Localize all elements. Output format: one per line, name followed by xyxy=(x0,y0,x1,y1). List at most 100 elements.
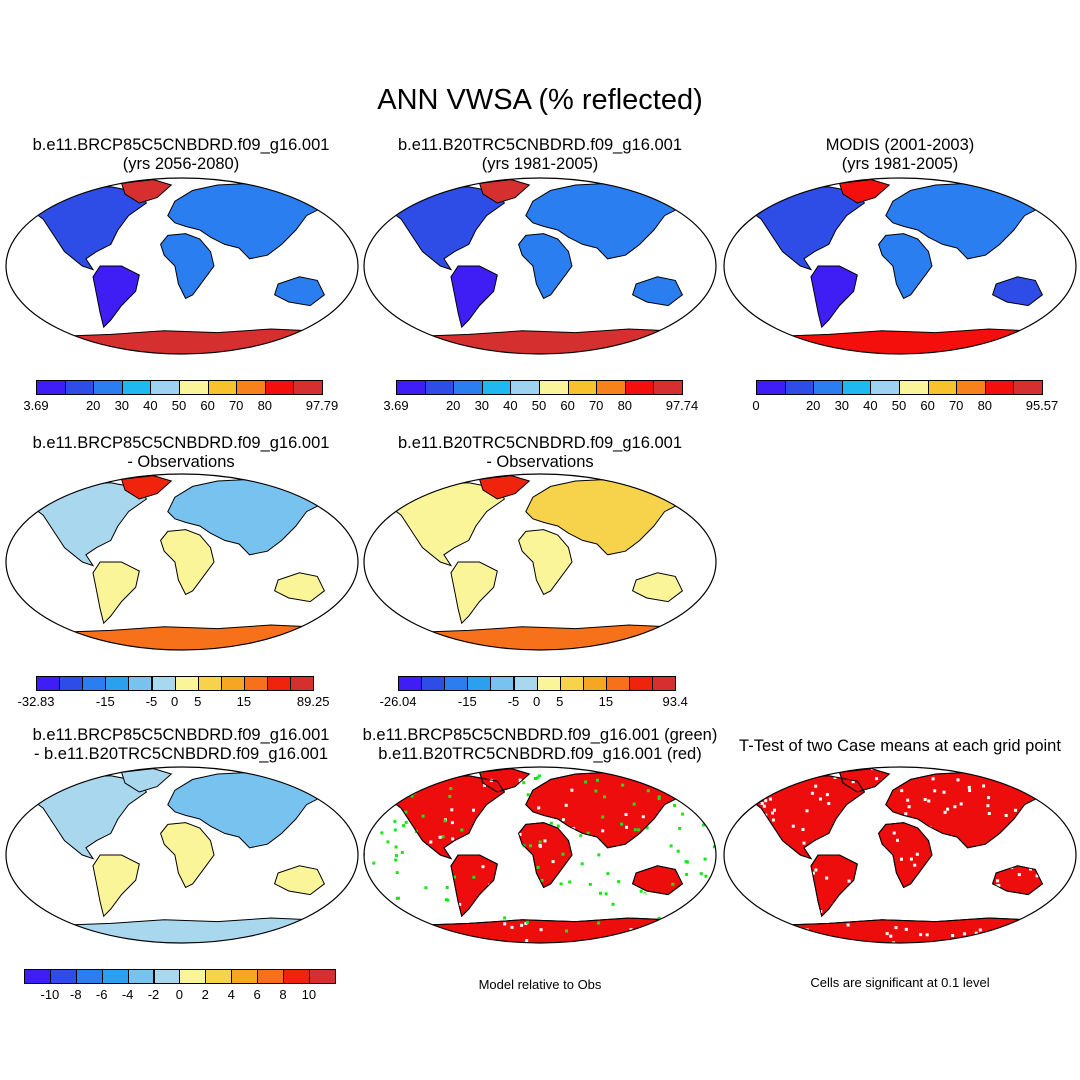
grid-cell xyxy=(1024,925,1028,928)
grid-cell xyxy=(393,819,397,823)
grid-cell xyxy=(372,861,376,865)
grid-cell xyxy=(1005,897,1009,901)
grid-cell xyxy=(621,783,625,787)
grid-cell xyxy=(913,863,917,867)
grid-cell xyxy=(946,807,950,811)
grid-cell xyxy=(1010,898,1013,902)
grid-cell xyxy=(851,780,855,784)
colorbar-tick-label: -8 xyxy=(70,987,82,1002)
grid-cell xyxy=(539,928,543,932)
grid-cell xyxy=(597,921,601,925)
eurasia-landmass xyxy=(167,771,329,849)
grid-cell xyxy=(1051,837,1055,841)
colorbar-cell xyxy=(624,380,655,395)
panel-title-case1-obs-line1: b.e11.BRCP85C5CNBDRD.f09_g16.001 xyxy=(32,434,330,452)
colorbar-cell xyxy=(596,380,626,395)
colorbar-cell xyxy=(101,969,129,984)
panel-title-case1-obs-line2: - Observations xyxy=(127,453,235,471)
colorbar-cell xyxy=(567,380,598,395)
colorbar-tick-label: 50 xyxy=(891,398,907,413)
grid-cell xyxy=(971,865,975,869)
grid-cell xyxy=(729,918,732,922)
colorbar-cell xyxy=(174,676,199,691)
grid-cell xyxy=(613,941,617,943)
colorbar-tick-label: 4 xyxy=(227,987,235,1002)
grid-cell xyxy=(533,777,537,780)
grid-cell xyxy=(588,882,592,886)
grid-cell xyxy=(601,829,605,833)
grid-cell xyxy=(923,798,927,801)
grid-cell xyxy=(537,774,541,778)
grid-cell xyxy=(787,774,791,778)
colorbar-tick-label: 95.57 xyxy=(1025,398,1059,413)
colorbar-tick-label: 20 xyxy=(805,398,821,413)
grid-cell xyxy=(760,793,764,797)
grid-cell xyxy=(1037,773,1041,777)
grid-cell xyxy=(761,819,765,822)
colorbar-tick-label: -15 xyxy=(457,694,477,709)
grid-cell xyxy=(682,783,686,787)
colorbar-cell xyxy=(559,676,584,691)
colorbar-tick-label: 30 xyxy=(834,398,850,413)
grid-cell xyxy=(987,812,991,815)
grid-cell xyxy=(801,828,805,831)
grid-cell xyxy=(892,831,896,835)
grid-cell xyxy=(460,828,464,832)
grid-cell xyxy=(395,871,399,875)
grid-cell xyxy=(789,881,793,885)
africa-landmass xyxy=(160,822,215,889)
grid-cell xyxy=(699,819,703,823)
colorbar-tick-label: 30 xyxy=(474,398,490,413)
colorbar-cell xyxy=(605,676,630,691)
colorbar-cell xyxy=(444,676,469,691)
colorbar-tick-label: 80 xyxy=(257,398,273,413)
colorbar-tick-label: 2 xyxy=(201,987,209,1002)
grid-cell xyxy=(1020,817,1024,821)
grid-cell xyxy=(777,872,781,876)
grid-cell xyxy=(734,914,737,918)
grid-cell xyxy=(1004,814,1008,817)
grid-cell xyxy=(402,824,406,828)
grid-cell xyxy=(762,804,766,808)
grid-cell xyxy=(810,791,814,795)
grid-cell xyxy=(379,934,383,937)
grid-cell xyxy=(1061,923,1065,927)
grid-cell xyxy=(526,793,530,797)
grid-cell xyxy=(1048,828,1052,831)
grid-cell xyxy=(637,828,641,832)
grid-cell xyxy=(700,767,704,769)
grid-cell xyxy=(1066,809,1070,813)
colorbar-cell xyxy=(179,969,207,984)
grid-cell xyxy=(995,853,998,857)
colorbar-tick-label: 0 xyxy=(175,987,184,1002)
grid-cell xyxy=(904,812,908,816)
eurasia-landmass xyxy=(525,478,687,556)
grid-cell xyxy=(971,902,974,906)
grid-cell xyxy=(891,883,895,887)
grid-cell xyxy=(909,857,913,861)
south-america-landmass xyxy=(450,265,498,329)
panel-title-obs-line1: MODIS (2001-2003) xyxy=(825,136,975,154)
grid-cell xyxy=(1073,767,1076,771)
antarctica-outline xyxy=(395,917,684,943)
panel-title-case2-obs-line2: - Observations xyxy=(486,453,594,471)
africa-landmass xyxy=(160,233,215,300)
grid-cell xyxy=(1014,808,1017,812)
colorbar-tick-label: 70 xyxy=(588,398,604,413)
colorbar-tick-label: -5 xyxy=(507,694,520,709)
north-america-outline xyxy=(386,775,506,860)
grid-cell xyxy=(453,875,456,879)
grid-cell xyxy=(404,810,408,814)
grid-cell xyxy=(503,922,507,926)
grid-cell xyxy=(540,878,544,882)
grid-cell xyxy=(529,787,532,791)
panel-title-case1-line2: (yrs 2056-2080) xyxy=(122,155,240,173)
grid-cell xyxy=(527,810,531,814)
colorbar-cell xyxy=(467,676,492,691)
grid-cell xyxy=(787,900,791,904)
grid-cell xyxy=(500,798,504,802)
australia-outline xyxy=(991,865,1044,896)
grid-cell xyxy=(904,927,908,931)
grid-cell xyxy=(1064,783,1068,787)
grid-cell xyxy=(818,937,822,941)
